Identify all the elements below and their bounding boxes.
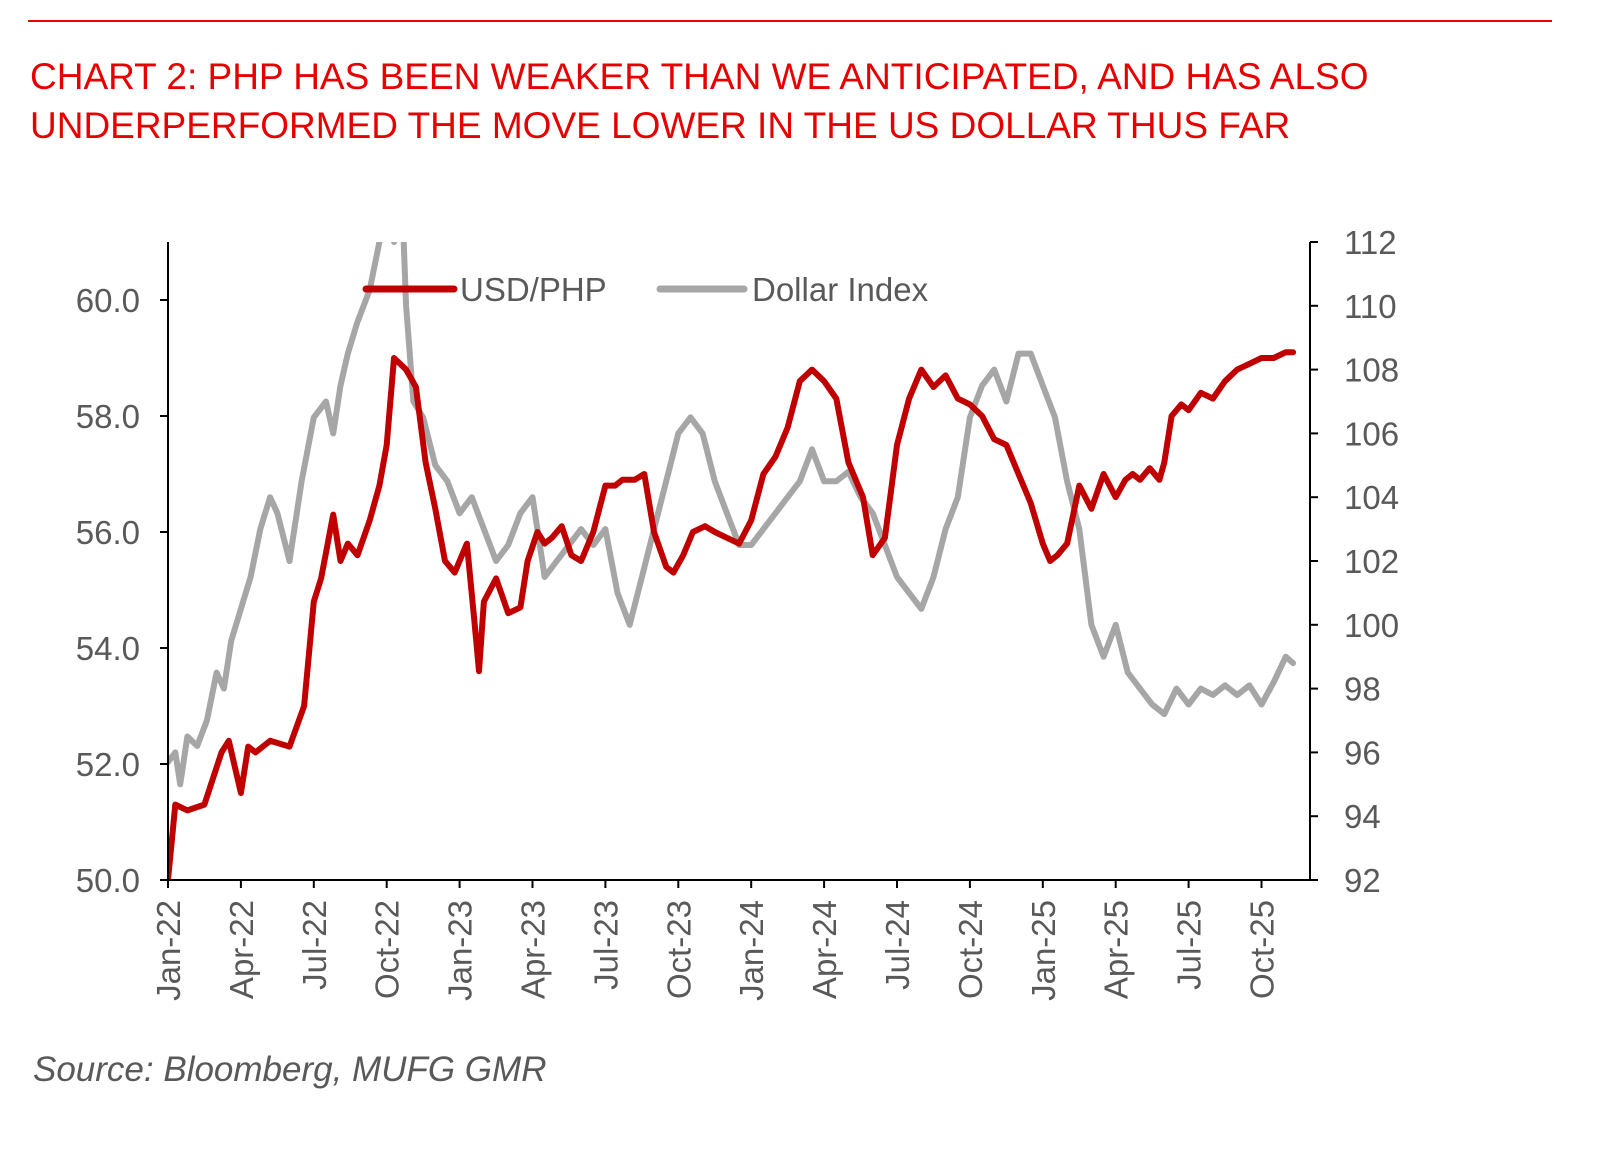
x-tick-label: Apr-23 (515, 900, 552, 999)
left-y-tick-label: 58.0 (76, 398, 140, 435)
x-tick-label: Jan-25 (1025, 900, 1062, 1001)
legend-dollar-index-label: Dollar Index (752, 271, 929, 308)
chart-title: CHART 2: PHP HAS BEEN WEAKER THAN WE ANT… (30, 52, 1570, 150)
left-y-tick-label: 52.0 (76, 746, 140, 783)
x-tick-label: Jul-23 (587, 900, 624, 990)
x-tick-label: Jan-22 (150, 900, 187, 1001)
x-tick-label: Jan-24 (733, 900, 770, 1001)
top-rule (28, 20, 1552, 22)
x-tick-label: Oct-25 (1244, 900, 1281, 999)
x-tick-label: Apr-25 (1098, 900, 1135, 999)
left-y-tick-label: 54.0 (76, 630, 140, 667)
x-tick-label: Oct-23 (660, 900, 697, 999)
x-tick-label: Apr-24 (806, 900, 843, 999)
legend-usdphp-label: USD/PHP (460, 271, 607, 308)
right-y-tick-label: 102 (1344, 543, 1399, 580)
x-tick-label: Apr-22 (223, 900, 260, 999)
right-y-tick-label: 106 (1344, 415, 1399, 452)
right-y-tick-label: 96 (1344, 734, 1381, 771)
x-tick-label: Jul-25 (1171, 900, 1208, 990)
dollar-index-series-line (168, 242, 1297, 788)
left-y-tick-label: 50.0 (76, 862, 140, 899)
x-tick-label: Jul-22 (296, 900, 333, 990)
usdphp-series-line (168, 349, 1297, 880)
source-note: Source: Bloomberg, MUFG GMR (33, 1050, 547, 1089)
right-y-tick-label: 100 (1344, 607, 1399, 644)
x-tick-label: Jul-24 (879, 900, 916, 990)
x-tick-label: Jan-23 (442, 900, 479, 1001)
chart-title-line-1: CHART 2: PHP HAS BEEN WEAKER THAN WE ANT… (30, 56, 1369, 97)
chart-title-line-2: UNDERPERFORMED THE MOVE LOWER IN THE US … (30, 105, 1291, 146)
right-y-tick-label: 108 (1344, 352, 1399, 389)
left-y-tick-label: 56.0 (76, 514, 140, 551)
right-y-tick-label: 94 (1344, 798, 1381, 835)
right-y-tick-label: 110 (1344, 288, 1397, 325)
right-y-tick-label: 104 (1344, 479, 1399, 516)
right-y-tick-label: 92 (1344, 862, 1381, 899)
left-y-tick-label: 60.0 (76, 282, 140, 319)
right-y-tick-label: 98 (1344, 671, 1381, 708)
x-tick-label: Oct-22 (369, 900, 406, 999)
x-tick-label: Oct-24 (952, 900, 989, 999)
right-y-tick-label: 112 (1344, 224, 1397, 261)
